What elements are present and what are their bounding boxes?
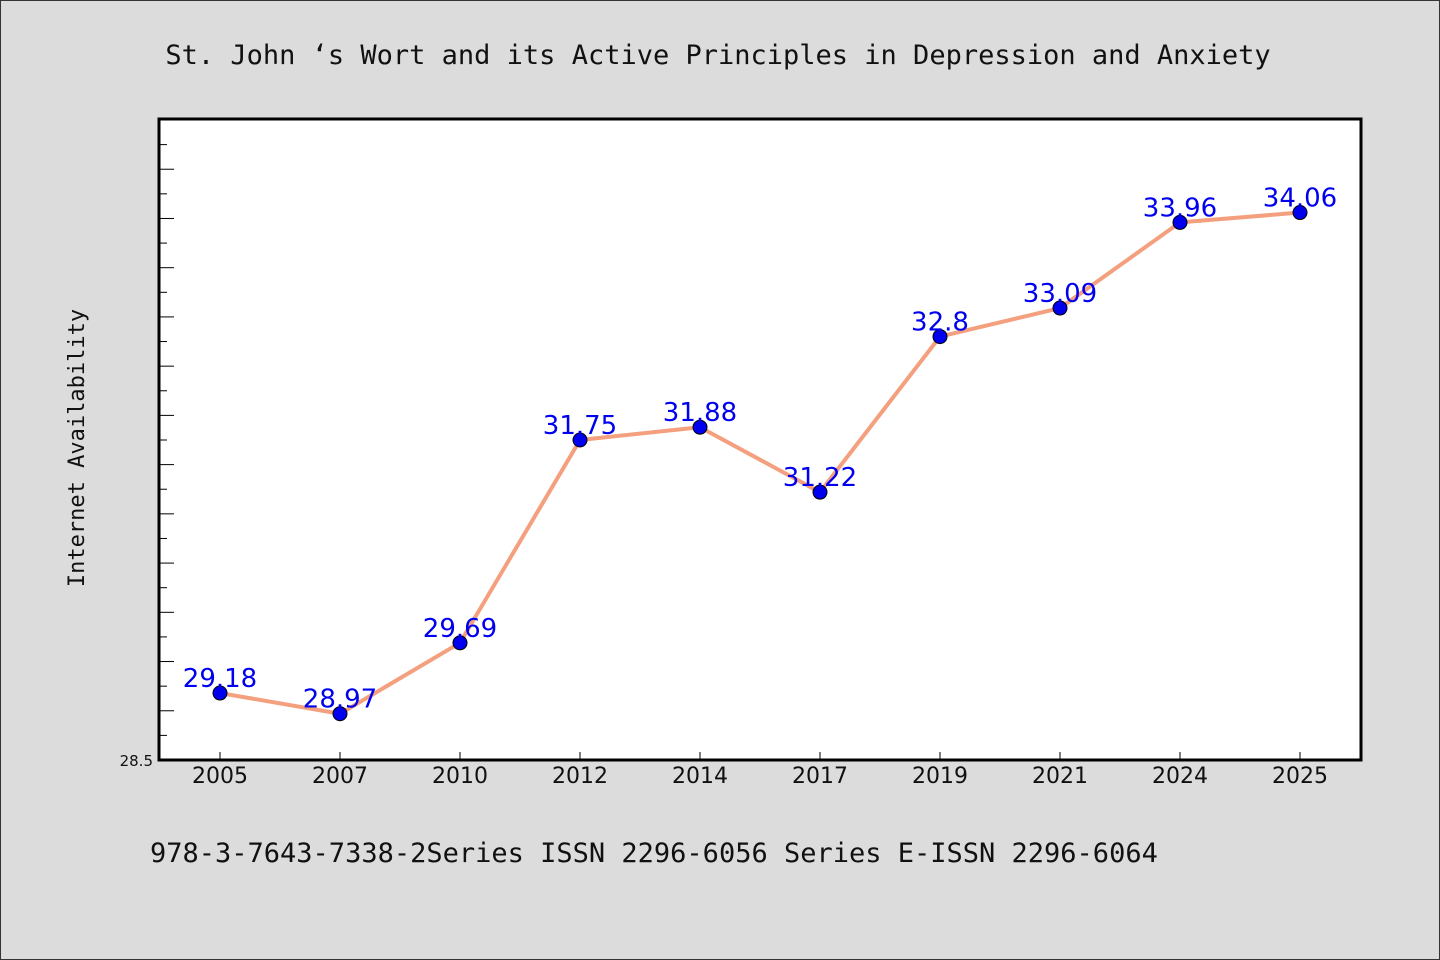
series-line-group: 29.18 28.97 29.69 31.75 31.88 31.22 32.8 33.09 3… (183, 184, 1337, 722)
data-point (692, 419, 708, 435)
x-tick-label: 2012 (552, 764, 608, 789)
x-tick-label: 2017 (792, 764, 848, 789)
data-point (1292, 205, 1308, 221)
x-tick-label: 2014 (672, 764, 728, 789)
x-tick-label: 2021 (1032, 764, 1088, 789)
x-tick-label: 2024 (1152, 764, 1208, 789)
x-tick-label: 2010 (432, 764, 488, 789)
data-label: 34.06 (1263, 184, 1337, 214)
x-tick-label: 2007 (312, 764, 368, 789)
data-label: 33.09 (1023, 279, 1097, 309)
y-axis-label: Internet Availability (65, 309, 90, 587)
data-point (1172, 214, 1188, 230)
x-axis-ticks: 2005 2007 2010 2012 2014 2017 2019 2021 2024 2025 (192, 752, 1328, 789)
data-label: 32.8 (911, 308, 969, 338)
x-tick-label: 2025 (1272, 764, 1328, 789)
data-point (452, 635, 468, 651)
x-tick-label: 2005 (192, 764, 248, 789)
series-line (219, 210, 1301, 716)
data-label: 31.88 (663, 398, 737, 428)
x-tick-label: 2019 (912, 764, 968, 789)
chart-title: St. John ‘s Wort and its Active Principl… (165, 40, 1270, 71)
data-label: 28.97 (303, 685, 377, 715)
data-label: 31.75 (543, 411, 617, 441)
data-label: 29.69 (423, 614, 497, 644)
data-point (212, 685, 228, 701)
data-point (332, 706, 348, 722)
data-label: 31.22 (783, 463, 857, 493)
data-point (812, 484, 828, 500)
data-label: 29.18 (183, 664, 257, 694)
data-point (572, 432, 588, 448)
data-label: 33.96 (1143, 193, 1217, 223)
data-point (932, 329, 948, 345)
y-tick-label: 28.5 (120, 752, 153, 770)
plot-area (157, 117, 1363, 762)
footer-text: 978-3-7643-7338-2Series ISSN 2296-6056 S… (150, 838, 1158, 869)
data-point (1052, 300, 1068, 316)
y-axis-ticks (160, 119, 174, 761)
